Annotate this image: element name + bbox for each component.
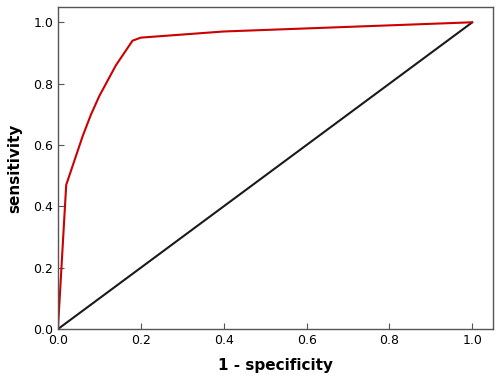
X-axis label: 1 - specificity: 1 - specificity [218,358,333,373]
Y-axis label: sensitivity: sensitivity [7,124,22,213]
